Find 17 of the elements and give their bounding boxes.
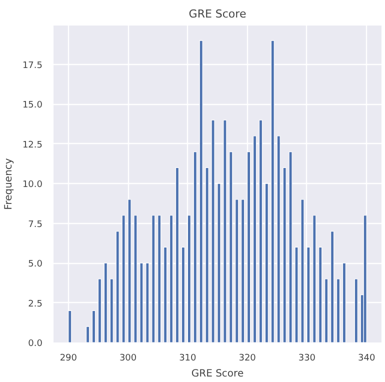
y-tick-label: 7.5 (28, 220, 43, 230)
y-tick-label: 15.0 (22, 100, 43, 111)
y-axis-title: Frequency (3, 158, 14, 210)
x-tick-label: 310 (179, 354, 197, 364)
y-tick-label: 17.5 (22, 60, 43, 71)
y-tick-label: 5.0 (28, 260, 43, 270)
y-tick-label: 10.0 (22, 180, 43, 190)
x-tick-label: 330 (298, 354, 316, 364)
y-tick-label: 2.5 (28, 299, 43, 310)
x-tick-label: 340 (358, 354, 376, 364)
x-axis-title: GRE Score (191, 368, 244, 380)
chart-title: GRE Score (188, 8, 246, 20)
x-tick-label: 290 (60, 354, 78, 364)
y-tick-label: 12.5 (22, 140, 43, 150)
x-tick-label: 300 (119, 354, 137, 364)
x-tick-label: 320 (238, 354, 256, 364)
y-tick-label: 0.0 (28, 339, 43, 349)
